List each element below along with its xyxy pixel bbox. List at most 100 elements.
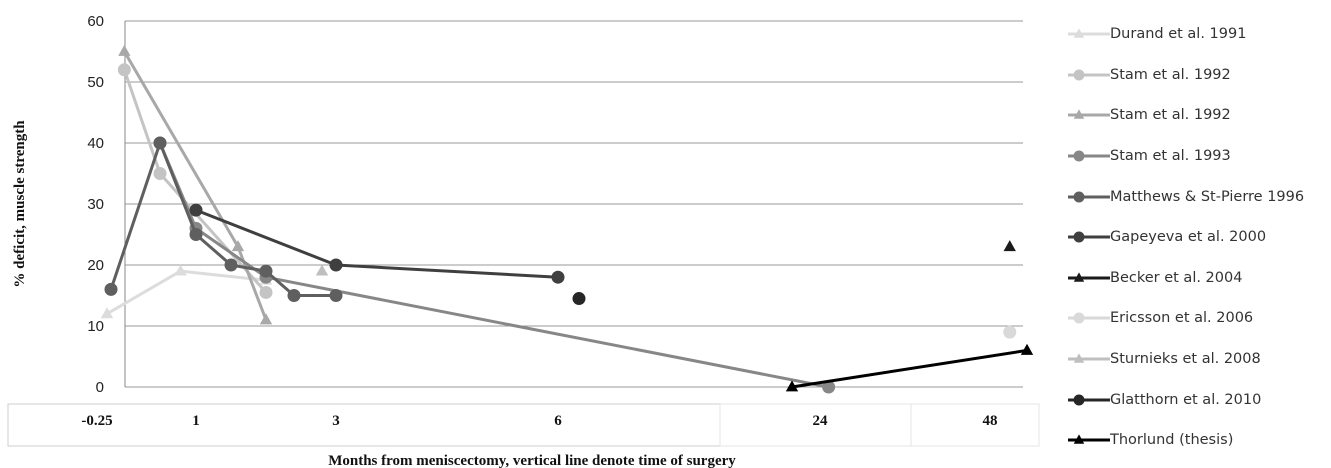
- legend-label: Stam et al. 1992: [1110, 107, 1231, 124]
- legend-item: Becker et al. 2004: [1068, 258, 1330, 299]
- legend-swatch-marker: [1073, 394, 1085, 406]
- data-point: [315, 264, 329, 276]
- x-axis-title: Months from meniscectomy, vertical line …: [328, 453, 736, 468]
- legend-label: Stam et al. 1993: [1110, 148, 1231, 165]
- legend-item: Thorlund (thesis): [1068, 420, 1330, 461]
- legend-item: Stam et al. 1992: [1068, 95, 1330, 136]
- legend-item: Durand et al. 1991: [1068, 14, 1330, 55]
- data-point: [1003, 240, 1016, 252]
- legend-swatch: [1068, 28, 1110, 39]
- y-axis-title: % deficit, muscle strength: [12, 120, 28, 288]
- x-axis-segment: [7, 403, 721, 447]
- legend-swatch-marker: [1073, 69, 1085, 81]
- data-point: [259, 285, 273, 299]
- legend-item: Gapeyeva et al. 2000: [1068, 217, 1330, 258]
- series-line: [791, 348, 1028, 389]
- x-tick-label: 1: [192, 413, 200, 429]
- data-point: [572, 292, 586, 306]
- legend-label: Sturnieks et al. 2008: [1110, 351, 1261, 368]
- legend-swatch-marker: [1073, 272, 1085, 282]
- x-tick-label: 24: [813, 413, 829, 429]
- legend-item: Ericsson et al. 2006: [1068, 298, 1330, 339]
- series-line: [106, 269, 267, 316]
- y-tick-label: 40: [87, 135, 104, 152]
- legend-swatch-marker: [1073, 353, 1085, 363]
- legend-swatch: [1068, 272, 1110, 282]
- legend-swatch-marker: [1073, 191, 1085, 203]
- series-3: [118, 44, 273, 325]
- data-point: [1020, 343, 1034, 355]
- data-point: [104, 282, 118, 296]
- series-9: [315, 264, 329, 276]
- x-tick-label: 6: [554, 413, 562, 429]
- legend-item: Matthews & St-Pierre 1996: [1068, 176, 1330, 217]
- gridlines: [125, 20, 1023, 388]
- legend-item: Stam et al. 1993: [1068, 136, 1330, 177]
- data-point: [224, 258, 238, 272]
- data-point: [785, 380, 799, 392]
- legend-item: Glatthorn et al. 2010: [1068, 379, 1330, 420]
- x-tick-label: 48: [983, 413, 998, 429]
- x-tick-label: -0.25: [81, 413, 112, 429]
- legend-swatch: [1068, 109, 1110, 120]
- data-point: [551, 270, 565, 284]
- series-10: [572, 292, 586, 306]
- y-tick-label: 20: [87, 257, 104, 274]
- data-point: [287, 289, 301, 302]
- data-point: [189, 228, 203, 241]
- y-tick-label: 0: [96, 379, 104, 396]
- y-tick-label: 60: [87, 13, 104, 30]
- chart-plot: 0 10 20 30 40 50 60 -0.25 1 3 6 24 48 Months from men…: [7, 13, 1040, 468]
- data-point: [174, 264, 187, 276]
- legend-swatch-marker: [1073, 28, 1085, 39]
- x-tick-label: 3: [332, 413, 340, 429]
- data-point: [118, 44, 131, 56]
- series-7: [1003, 240, 1016, 252]
- data-point: [117, 63, 131, 77]
- series-2: [117, 63, 273, 299]
- legend-label: Becker et al. 2004: [1110, 269, 1243, 286]
- series-11: [785, 343, 1034, 392]
- series-8: [1003, 325, 1017, 339]
- chart-legend: Durand et al. 1991 Stam et al. 1992 Stam e…: [1068, 14, 1330, 461]
- data-point: [259, 264, 273, 278]
- legend-swatch: [1068, 394, 1110, 406]
- legend-swatch: [1068, 231, 1110, 243]
- data-point: [153, 136, 167, 150]
- legend-swatch-marker: [1073, 231, 1085, 243]
- x-axis-segment: [719, 403, 912, 447]
- legend-label: Gapeyeva et al. 2000: [1110, 229, 1267, 246]
- data-point: [329, 258, 343, 272]
- data-point: [231, 240, 245, 252]
- x-axis-segment: [910, 403, 1040, 447]
- legend-swatch: [1068, 191, 1110, 203]
- y-tick-label: 50: [87, 74, 104, 91]
- legend-swatch-marker: [1073, 150, 1085, 162]
- legend-label: Stam et al. 1992: [1110, 66, 1231, 83]
- legend-label: Glatthorn et al. 2010: [1110, 391, 1262, 408]
- y-tick-label: 30: [87, 196, 104, 213]
- legend-label: Matthews & St-Pierre 1996: [1110, 188, 1305, 205]
- legend-label: Ericsson et al. 2006: [1110, 310, 1254, 327]
- legend-swatch-marker: [1073, 109, 1085, 120]
- x-axis-band: [7, 403, 1040, 447]
- legend-swatch: [1068, 69, 1110, 81]
- legend-label: Thorlund (thesis): [1110, 432, 1234, 449]
- y-tick-label: 10: [87, 318, 104, 335]
- series-6: [189, 203, 565, 284]
- legend-swatch: [1068, 353, 1110, 363]
- legend-label: Durand et al. 1991: [1110, 26, 1247, 43]
- data-point: [153, 167, 167, 180]
- legend-swatch: [1068, 434, 1110, 444]
- legend-swatch: [1068, 312, 1110, 324]
- data-point: [100, 307, 114, 319]
- data-point: [329, 289, 343, 302]
- legend-item: Stam et al. 1992: [1068, 55, 1330, 96]
- data-point: [822, 380, 836, 394]
- data-point: [259, 313, 273, 325]
- legend-item: Sturnieks et al. 2008: [1068, 339, 1330, 380]
- legend-swatch: [1068, 150, 1110, 162]
- series-line: [122, 69, 268, 294]
- data-point: [189, 203, 203, 217]
